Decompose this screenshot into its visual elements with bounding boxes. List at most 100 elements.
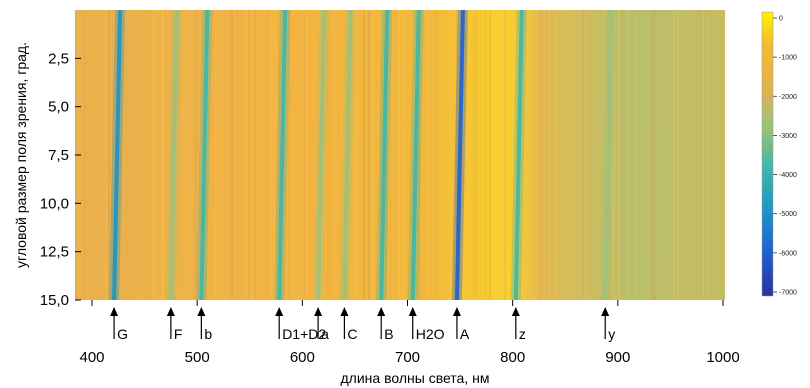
texture-stripe [248, 10, 251, 300]
texture-stripe [222, 10, 224, 300]
texture-stripe [710, 10, 713, 300]
marker-arrow [408, 307, 417, 316]
texture-stripe [503, 10, 505, 300]
texture-stripe [231, 10, 234, 300]
texture-stripe [144, 10, 147, 300]
texture-stripe [246, 10, 248, 300]
line-label: B [384, 326, 393, 342]
colorbar-tick-label: 0 [779, 16, 783, 23]
x-tick-label: 600 [290, 349, 315, 366]
marker-arrow [110, 307, 119, 316]
texture-stripe [711, 10, 712, 300]
texture-stripe [435, 10, 437, 300]
line-label: H2O [416, 326, 445, 342]
texture-stripe [617, 10, 620, 300]
texture-stripe [692, 10, 694, 300]
line-label: z [519, 326, 526, 342]
texture-stripe [111, 10, 113, 300]
colorbar-tick-label: -1000 [779, 55, 797, 62]
texture-stripe [538, 10, 541, 300]
texture-stripe [137, 10, 139, 300]
texture-stripe [185, 10, 189, 300]
x-tick-label: 500 [185, 349, 210, 366]
texture-stripe [484, 10, 487, 300]
texture-stripe [377, 10, 379, 300]
texture-stripe [375, 10, 377, 300]
colorbar-ticks: 0 -1000 -2000 -3000 -4000 -5000 -6000 -7000 [773, 16, 797, 297]
texture-stripe [430, 10, 432, 300]
texture-stripe [371, 10, 374, 300]
texture-stripe [353, 10, 356, 300]
texture-stripe [654, 10, 656, 300]
texture-stripe [424, 10, 427, 300]
texture-stripe [380, 10, 382, 300]
x-axis-ticks: 400 500 600 700 800 900 1000 [79, 300, 740, 366]
x-axis-title: длина волны света, нм [341, 370, 490, 386]
line-label: F [174, 326, 183, 342]
texture-stripe [83, 10, 85, 300]
texture-stripe [94, 10, 96, 300]
texture-stripe [163, 10, 165, 300]
colorbar-tick-label: -5000 [779, 211, 797, 218]
texture-stripe [239, 10, 242, 300]
texture-stripe [511, 10, 513, 300]
texture-stripe [232, 10, 235, 300]
texture-stripe [613, 10, 617, 300]
y-axis-title: угловой размер поля зрения, град. [13, 42, 29, 268]
absorption-band [454, 10, 465, 300]
marker-arrow [511, 307, 520, 316]
marker-arrow [314, 307, 323, 316]
texture-stripe [604, 10, 607, 300]
texture-stripe [505, 10, 507, 300]
texture-stripe [500, 10, 501, 300]
texture-stripe [332, 10, 335, 300]
texture-stripe [363, 10, 365, 300]
texture-stripe [289, 10, 291, 300]
texture-stripe [271, 10, 273, 300]
colorbar-gradient [761, 11, 774, 297]
texture-stripe [363, 10, 365, 300]
texture-stripe [250, 10, 253, 300]
texture-stripe [673, 10, 675, 300]
texture-stripe [499, 10, 501, 300]
x-tick-label: 800 [500, 349, 525, 366]
texture-stripe [612, 10, 614, 300]
texture-stripe [327, 10, 329, 300]
texture-stripe [626, 10, 629, 300]
texture-stripe [152, 10, 155, 300]
texture-stripe [695, 10, 698, 300]
texture-stripe [582, 10, 584, 300]
texture-stripe [398, 10, 401, 300]
texture-stripe [367, 10, 370, 300]
texture-stripe [396, 10, 397, 300]
texture-stripe [296, 10, 297, 300]
colorbar-tick-label: -4000 [779, 172, 797, 179]
texture-stripe [108, 10, 110, 300]
texture-stripe [504, 10, 507, 300]
absorption-band [379, 10, 390, 300]
texture-stripe [652, 10, 654, 300]
texture-stripe [236, 10, 238, 300]
marker-arrow [377, 307, 386, 316]
texture-stripe [360, 10, 363, 300]
absorption-band [316, 10, 327, 300]
heatmap-texture [75, 10, 713, 300]
heatmap-background [75, 10, 725, 300]
texture-stripe [489, 10, 491, 300]
texture-stripe [651, 10, 654, 300]
texture-stripe [532, 10, 534, 300]
texture-stripe [183, 10, 185, 300]
texture-stripe [288, 10, 290, 300]
marker-arrow [340, 307, 349, 316]
texture-stripe [700, 10, 702, 300]
texture-stripe [471, 10, 473, 300]
texture-stripe [103, 10, 106, 300]
absorption-band [199, 10, 210, 300]
texture-stripe [588, 10, 590, 300]
marker-arrow [166, 307, 175, 316]
texture-stripe [486, 10, 488, 300]
texture-stripe [194, 10, 197, 300]
texture-stripe [436, 10, 439, 300]
